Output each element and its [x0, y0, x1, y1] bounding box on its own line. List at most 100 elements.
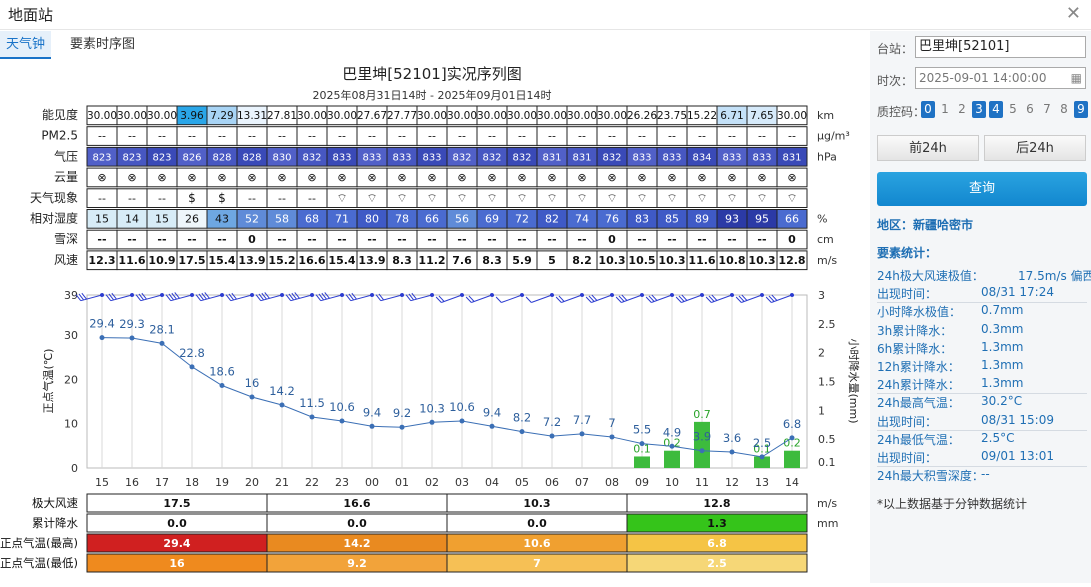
tab-bar: 天气钟 要素时序图 [0, 31, 868, 59]
stat-key: 24h最大积雪深度： [877, 469, 984, 484]
table-cell-value: 831 [782, 152, 801, 163]
temperature-point [339, 418, 345, 424]
summary-cell-value: 0.0 [167, 517, 187, 530]
chart-area: 巴里坤[52101]实况序列图 2025年08月31日14时 - 2025年09月… [0, 59, 868, 583]
table-cell-value: -- [368, 130, 376, 143]
qc-code-3[interactable]: 3 [972, 101, 986, 118]
stat-value: 08/31 17:24 [981, 285, 1054, 300]
table-cell-value: ⊗ [397, 171, 406, 184]
table-cell-value: ⌔ [786, 191, 797, 205]
table-cell [776, 229, 808, 250]
table-cell-value: 71 [335, 213, 349, 226]
table-cell-value: 10.8 [718, 254, 745, 267]
wind-barb [165, 292, 194, 302]
table-cell-value: -- [428, 130, 436, 143]
table-cell-value: -- [398, 130, 406, 143]
x-tick-label: 12 [725, 476, 739, 489]
table-cell-value: -- [517, 233, 526, 246]
tab-element-timeseries[interactable]: 要素时序图 [70, 37, 136, 52]
qc-code-5[interactable]: 5 [1009, 102, 1017, 116]
temperature-point [429, 419, 435, 425]
table-cell-value: 15 [95, 213, 109, 226]
station-label: 台站： [877, 42, 914, 56]
table-cell-value: 828 [212, 152, 231, 163]
wind-barb [135, 292, 164, 302]
table-cell-value: ⌔ [696, 191, 707, 205]
wind-barb [615, 293, 644, 303]
stat-value: 1.3mm [981, 358, 1024, 372]
table-cell-value: -- [128, 130, 136, 143]
qc-code-4[interactable]: 4 [989, 101, 1003, 118]
time-value: 2025-09-01 14:00:00 [919, 71, 1047, 85]
calendar-icon[interactable]: ▦ [1070, 71, 1082, 85]
y-tick-label: 0 [71, 462, 78, 475]
x-tick-label: 03 [455, 476, 469, 489]
table-cell-value: 10.3 [748, 254, 775, 267]
table-cell-value: ⌔ [426, 191, 437, 205]
table-cell [776, 126, 808, 146]
prev-24h-button[interactable]: 前24h [877, 135, 979, 161]
x-tick-label: 20 [245, 476, 259, 489]
stat-value: -- [981, 467, 990, 482]
table-cell-value: 833 [662, 152, 681, 163]
qc-code-6[interactable]: 6 [1026, 102, 1034, 116]
temperature-label: 22.8 [179, 346, 205, 360]
qc-code-9[interactable]: 9 [1074, 101, 1088, 118]
table-cell-value: 15.4 [208, 254, 235, 267]
next-24h-button[interactable]: 后24h [984, 135, 1086, 161]
qc-code-8[interactable]: 8 [1060, 102, 1068, 116]
table-cell-value: 15.2 [268, 254, 295, 267]
tab-weather-clock[interactable]: 天气钟 [0, 31, 52, 59]
table-cell-value: -- [697, 233, 706, 246]
station-input[interactable]: 巴里坤[52101] [915, 36, 1086, 58]
x-tick-label: 02 [425, 476, 439, 489]
window-title: 地面站 [8, 6, 54, 24]
y-tick-label: 20 [64, 373, 78, 386]
table-cell-value: ⌔ [666, 191, 677, 205]
stat-value: 0.7mm [981, 303, 1024, 318]
precip-bar [694, 421, 710, 468]
qc-code-7[interactable]: 7 [1043, 102, 1051, 116]
table-cell-value: -- [188, 130, 196, 143]
temperature-label: 3.9 [693, 430, 711, 444]
table-cell-value: 10.3 [598, 254, 625, 267]
table-cell-value: 823 [122, 152, 141, 163]
table-cell-value: 833 [332, 152, 351, 163]
wind-barb [225, 292, 254, 302]
row-label: 能见度 [42, 107, 78, 122]
table-cell-value: 30.00 [567, 110, 597, 122]
temperature-point [699, 448, 705, 454]
close-icon[interactable]: ✕ [1065, 3, 1081, 24]
qc-label: 质控码： [877, 105, 926, 119]
table-cell-value: ⊗ [577, 171, 586, 184]
temperature-point [549, 433, 555, 439]
x-tick-label: 08 [605, 476, 619, 489]
table-cell-value: 7.6 [452, 254, 472, 267]
qc-code-0[interactable]: 0 [921, 101, 935, 118]
temperature-point [789, 435, 795, 441]
chart-subtitle: 2025年08月31日14时 - 2025年09月01日14时 [313, 88, 552, 102]
table-cell-value: 30.00 [597, 110, 627, 122]
table-cell-value: 17.5 [178, 254, 205, 267]
wind-barb [735, 293, 764, 303]
table-cell-value: 58 [275, 213, 289, 226]
table-cell-value: ⊗ [427, 171, 436, 184]
stat-key: 3h累计降水： [877, 323, 953, 338]
qc-code-2[interactable]: 2 [958, 102, 966, 116]
summary-cell-value: 1.3 [707, 517, 727, 530]
table-cell-value: -- [158, 192, 166, 205]
time-input[interactable]: 2025-09-01 14:00:00 ▦ [915, 67, 1086, 89]
x-tick-label: 05 [515, 476, 529, 489]
table-cell-value: -- [278, 130, 286, 143]
table-cell-value: 826 [182, 152, 201, 163]
stat-value: 0.3mm [981, 321, 1024, 336]
summary-cell [626, 513, 808, 533]
table-cell-value: ⌔ [756, 191, 767, 205]
table-cell-value: -- [488, 130, 496, 143]
query-button[interactable]: 查询 [877, 172, 1087, 206]
qc-code-1[interactable]: 1 [941, 102, 949, 116]
y2-tick-label: 2 [818, 347, 825, 360]
x-tick-label: 09 [635, 476, 649, 489]
stat-value: 08/31 15:09 [981, 412, 1054, 427]
row-label: 雪深 [54, 232, 78, 246]
